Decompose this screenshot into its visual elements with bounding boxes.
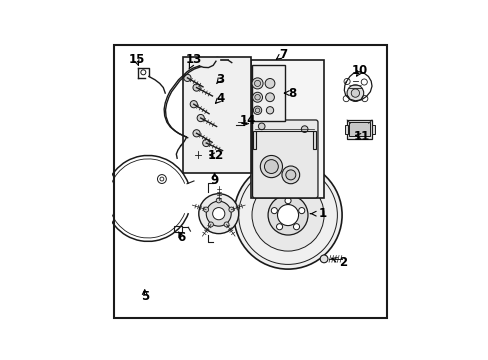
Circle shape (293, 224, 299, 230)
Circle shape (251, 78, 263, 89)
FancyBboxPatch shape (252, 120, 317, 198)
Circle shape (267, 195, 307, 235)
Text: 4: 4 (215, 92, 224, 105)
Bar (371, 125, 374, 134)
Circle shape (254, 95, 260, 100)
Circle shape (320, 255, 327, 263)
Circle shape (224, 222, 228, 227)
Circle shape (254, 80, 260, 86)
Text: 2: 2 (331, 256, 347, 269)
Circle shape (208, 222, 213, 227)
Bar (173, 226, 181, 232)
Bar (251, 66, 285, 121)
Circle shape (285, 170, 295, 180)
Text: 15: 15 (128, 53, 144, 66)
Circle shape (251, 179, 324, 251)
Circle shape (197, 114, 204, 122)
Text: 8: 8 (284, 87, 296, 100)
Text: 6: 6 (177, 231, 185, 244)
Circle shape (264, 159, 278, 174)
Text: 12: 12 (207, 149, 224, 162)
Circle shape (277, 204, 298, 226)
Circle shape (193, 130, 200, 137)
Bar (348, 122, 369, 136)
Text: 14: 14 (239, 114, 256, 127)
Circle shape (183, 74, 191, 81)
Text: 9: 9 (210, 174, 218, 187)
Circle shape (346, 85, 363, 102)
Text: 11: 11 (353, 130, 369, 143)
Circle shape (228, 207, 233, 212)
Circle shape (253, 106, 261, 114)
Bar (250, 60, 324, 198)
Circle shape (193, 84, 200, 91)
Bar (346, 120, 371, 139)
Circle shape (301, 126, 307, 132)
Circle shape (264, 78, 274, 88)
Circle shape (298, 208, 304, 213)
Circle shape (252, 92, 262, 102)
Text: 3: 3 (216, 73, 224, 86)
Circle shape (202, 139, 209, 147)
Circle shape (198, 194, 238, 234)
Bar (344, 125, 347, 134)
Text: 5: 5 (141, 290, 148, 303)
Circle shape (206, 201, 231, 226)
Bar (253, 131, 256, 149)
Text: 1: 1 (310, 207, 326, 220)
Bar (183, 57, 250, 174)
Circle shape (271, 208, 277, 213)
Circle shape (212, 208, 224, 220)
Circle shape (265, 93, 274, 102)
Circle shape (266, 107, 273, 114)
Circle shape (203, 207, 208, 212)
Circle shape (350, 89, 359, 97)
Circle shape (258, 123, 264, 130)
Bar (312, 131, 315, 149)
Text: 7: 7 (276, 48, 287, 61)
Text: 13: 13 (185, 53, 202, 69)
Circle shape (276, 224, 282, 230)
Circle shape (190, 100, 197, 108)
Circle shape (216, 198, 221, 203)
Circle shape (285, 198, 290, 204)
Circle shape (233, 161, 342, 269)
Circle shape (255, 108, 259, 113)
Circle shape (260, 156, 282, 177)
Circle shape (282, 166, 299, 184)
Text: 10: 10 (351, 64, 367, 77)
